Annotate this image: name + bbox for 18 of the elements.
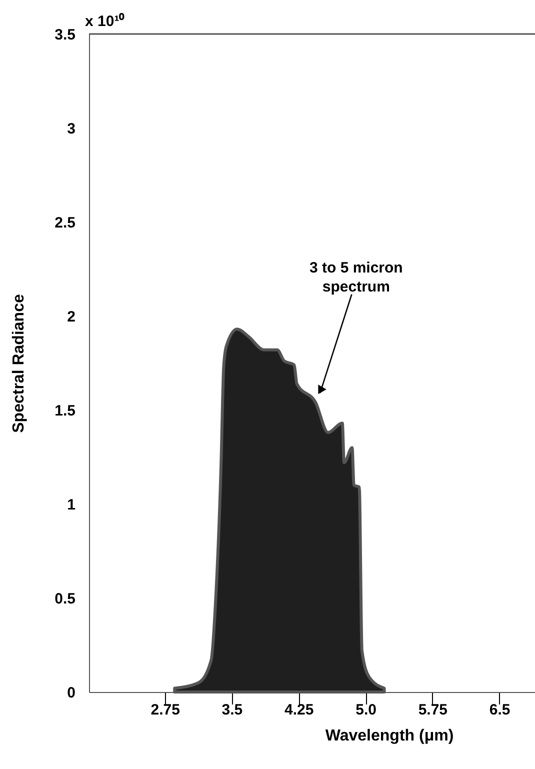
y-tick-label: 1.5 [54,402,76,420]
y-axis-title: Spectral Radiance [10,294,28,433]
x-tick-label: 6.5 [489,702,510,718]
text: x 10¹⁰ [85,12,126,30]
x-tick-label: 5.0 [356,702,376,718]
x-tick-label: 4.25 [284,702,314,718]
y-tick-label: 0.5 [54,590,76,608]
x-axis-title: Wavelength (μm) [325,728,454,744]
y-tick-label: 3.5 [54,26,76,44]
y-tick-label: 0 [67,684,76,702]
y-tick-label: 2 [67,308,76,326]
annotation: 3 to 5 micron spectrum [309,260,403,296]
x-tick-label: 5.75 [418,702,448,718]
y-tick-label: 2.5 [54,214,76,232]
x-tick-label: 2.75 [150,702,180,718]
x-tick-label: 3.5 [222,702,243,718]
y-tick-label: 1 [67,496,76,514]
y-tick-label: 3 [67,120,76,138]
